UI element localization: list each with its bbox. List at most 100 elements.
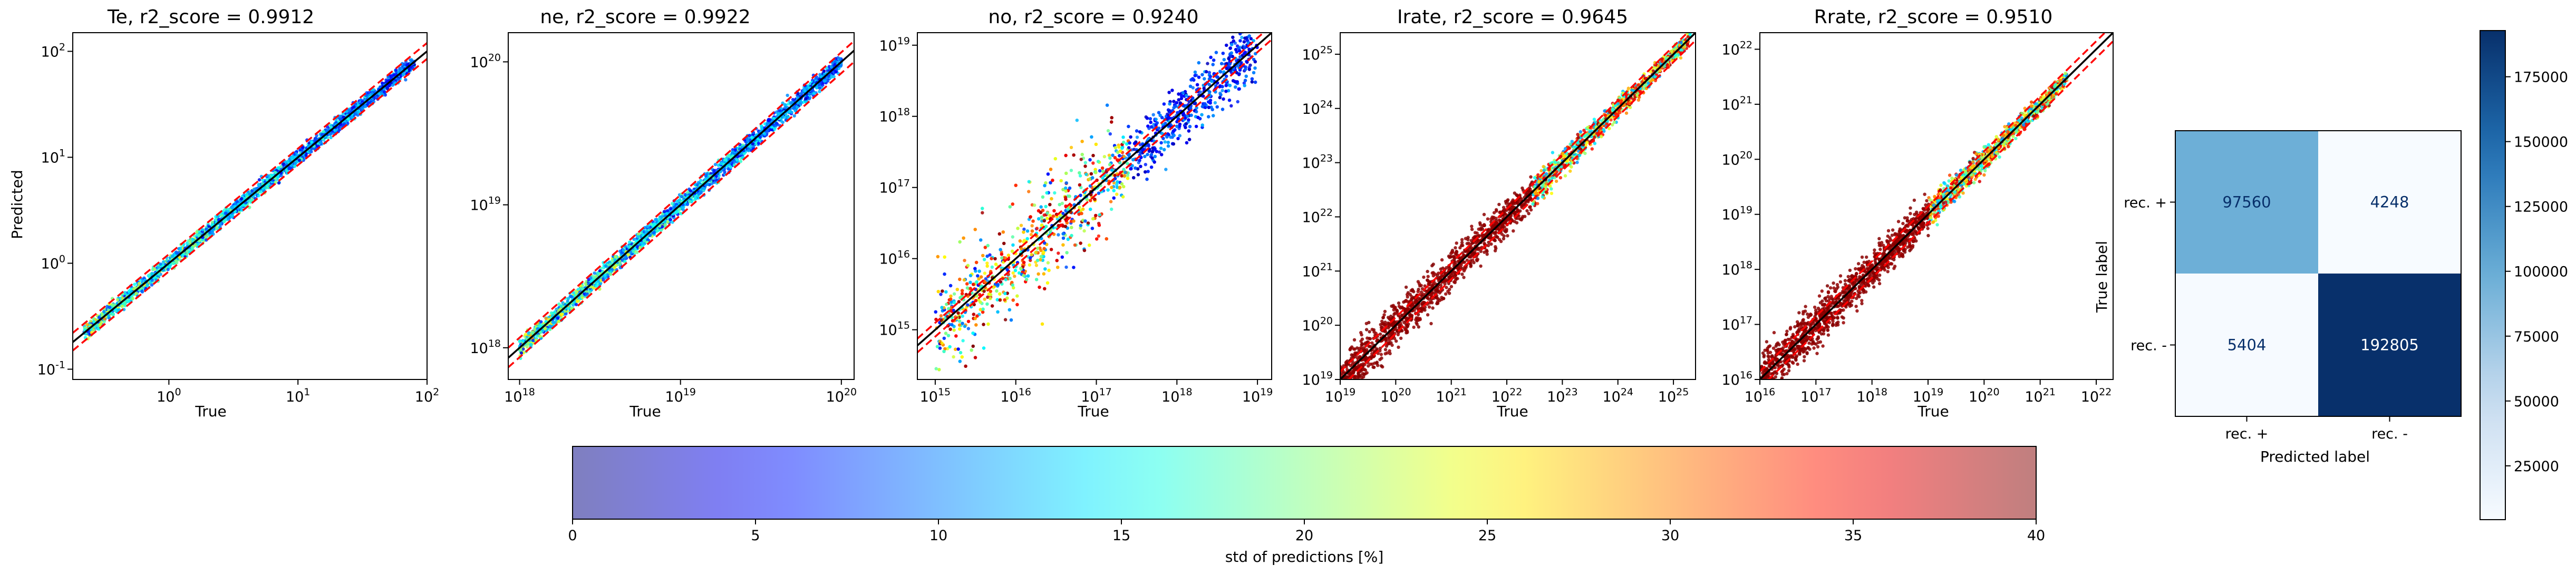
data-point [719,162,723,165]
x-axis-label: True [1077,403,1109,420]
data-point [277,181,281,185]
diagonal-line [508,50,854,359]
y-tick-label: 102 [41,41,65,60]
subplot-ne: ne, r2_score = 0.9922 True [540,6,750,420]
data-point [602,278,605,282]
data-point [635,245,640,249]
data-point [739,160,743,163]
data-point [593,271,596,275]
data-point [188,239,192,243]
y-tick-label: 1018 [470,338,501,357]
data-point [276,175,280,179]
data-point [250,189,254,193]
data-point [383,90,386,94]
diagonal-line [73,51,427,343]
data-point [751,142,755,145]
data-point [622,248,625,252]
y-axis-label: True label [2093,241,2110,313]
data-point [551,320,555,324]
subplot-title: Rrate, r2_score = 0.9510 [1814,6,2052,28]
data-point [191,246,195,250]
data-point [628,240,632,244]
data-point [95,323,99,327]
data-point [531,331,535,335]
data-point [548,327,552,332]
data-point [248,199,252,202]
data-point [670,202,674,206]
data-point [783,103,787,106]
data-point [818,90,821,93]
data-point [519,351,524,355]
plot-area [917,28,1272,372]
data-point [662,210,666,213]
data-point [257,194,260,198]
data-point [218,222,222,226]
data-point [704,174,708,178]
data-point [539,330,543,334]
data-point [825,66,829,70]
data-point [564,312,568,316]
data-point [713,162,718,167]
data-point [363,104,367,109]
data-point [598,269,602,272]
data-point [569,295,573,298]
data-point [230,215,234,219]
subplot-title: Irate, r2_score = 0.9645 [1397,6,1628,28]
data-point [112,304,115,308]
data-point [708,183,711,187]
y-tick-label: 101 [41,147,65,166]
y-tick-label: 100 [41,253,65,272]
data-point [127,299,131,304]
data-point [133,282,137,286]
data-point [408,68,411,72]
data-point [170,254,174,258]
data-point [613,266,616,269]
data-point [574,289,578,293]
data-point [133,286,137,290]
data-point [663,223,667,227]
data-point [675,202,679,207]
data-point [618,262,622,266]
data-point [298,148,302,152]
subplot-no: no, r2_score = 0.9240 True [988,6,1198,420]
data-point [166,268,170,271]
data-point [524,333,528,336]
data-point [808,92,812,96]
data-point [783,105,787,110]
x-tick-label: 101 [286,386,310,405]
data-point [150,271,154,276]
data-point [402,72,406,76]
bound-line [73,58,427,352]
data-point [699,179,703,182]
data-point [525,345,529,349]
data-point [301,145,305,149]
x-axis-label: Predicted label [2260,448,2370,465]
data-point [669,218,672,221]
data-point [838,57,842,61]
data-point [746,139,750,142]
data-point [239,197,244,201]
data-point [687,199,692,203]
data-point [574,303,578,306]
data-point [793,109,797,112]
data-point [102,319,106,323]
subplot-rrate: Rrate, r2_score = 0.9510 True [1814,6,2052,420]
x-tick-label: 102 [415,386,439,405]
data-point [1238,28,1241,32]
data-point [521,347,525,351]
data-point [786,93,789,98]
data-point [111,313,115,317]
data-point [210,230,214,234]
data-point [204,235,208,238]
data-point [279,165,283,169]
data-point [350,115,354,119]
data-point [366,101,370,105]
data-point [624,256,627,259]
x-axis-label: True [1496,403,1528,420]
data-point [318,141,322,144]
data-point [681,206,685,209]
x-tick-label: 100 [157,386,181,405]
data-point [150,283,154,287]
data-point [834,70,838,74]
data-point [609,272,613,276]
